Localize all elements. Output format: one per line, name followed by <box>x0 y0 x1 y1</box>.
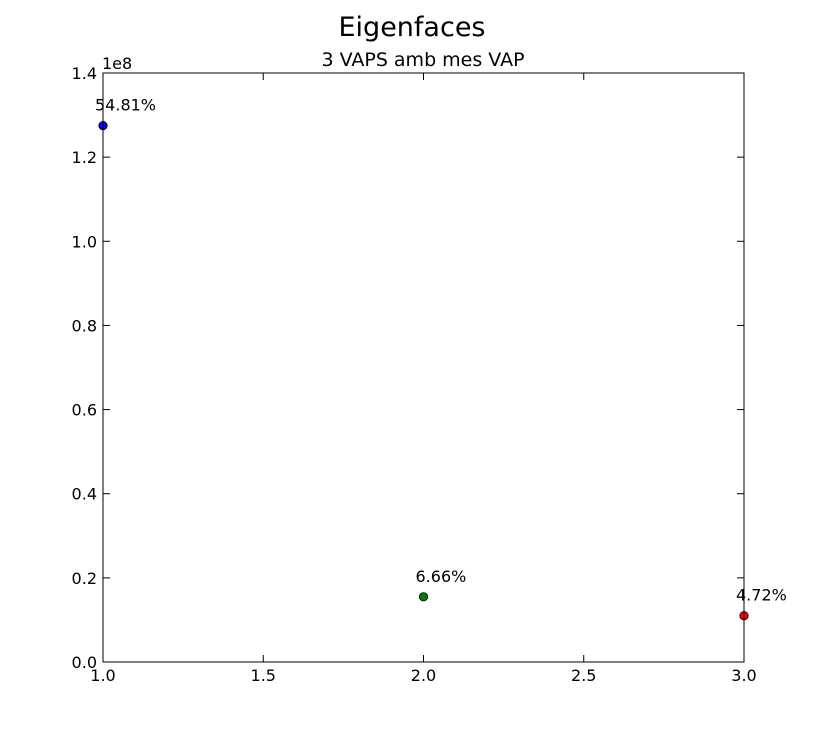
data-label: 6.66% <box>416 567 467 586</box>
y-tick-label: 0.8 <box>72 316 97 335</box>
x-tick-label: 2.0 <box>411 666 436 685</box>
x-tick-label: 3.0 <box>731 666 756 685</box>
x-tick-label: 1.0 <box>90 666 115 685</box>
y-tick-label: 1.2 <box>72 148 97 167</box>
plot-area <box>102 72 745 663</box>
y-tick-label: 0.0 <box>72 653 97 672</box>
x-tick-label: 1.5 <box>251 666 276 685</box>
data-label: 4.72% <box>736 586 787 605</box>
y-tick-label: 0.4 <box>72 485 97 504</box>
y-tick-label: 0.6 <box>72 401 97 420</box>
data-point <box>418 592 429 602</box>
chart-subtitle: 3 VAPS amb mes VAP <box>321 49 524 71</box>
y-tick-label: 0.2 <box>72 569 97 588</box>
data-label: 54.81% <box>95 96 156 115</box>
y-axis-offset-label: 1e8 <box>102 54 132 73</box>
x-tick-label: 2.5 <box>571 666 596 685</box>
chart-title: Eigenfaces <box>339 12 486 43</box>
y-tick-label: 1.4 <box>72 64 97 83</box>
y-tick-label: 1.0 <box>72 232 97 251</box>
